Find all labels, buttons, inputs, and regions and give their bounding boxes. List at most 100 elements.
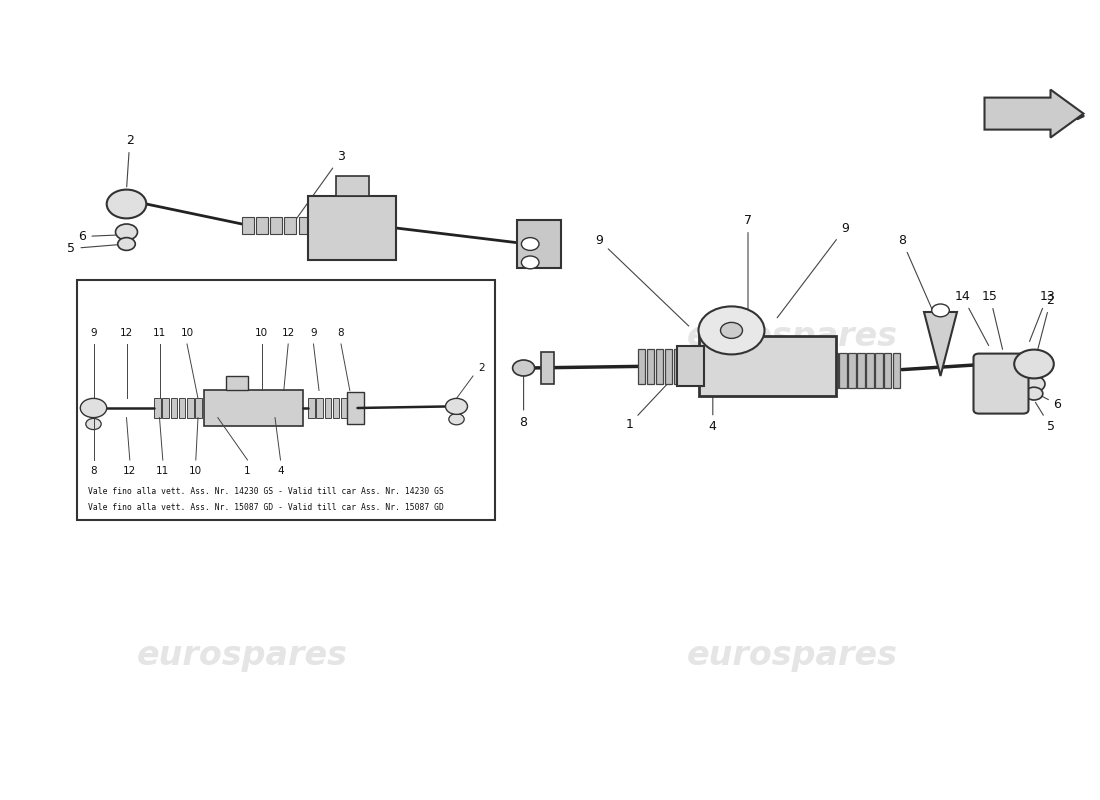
Circle shape bbox=[86, 418, 101, 430]
Text: 14: 14 bbox=[955, 290, 989, 346]
Circle shape bbox=[720, 322, 742, 338]
Bar bbox=[308, 196, 396, 260]
Bar bbox=[839, 353, 847, 388]
Text: 4: 4 bbox=[708, 390, 717, 434]
Bar bbox=[327, 217, 339, 234]
Text: 8: 8 bbox=[90, 466, 97, 477]
Text: eurospares: eurospares bbox=[136, 639, 348, 673]
Bar bbox=[196, 398, 202, 418]
Circle shape bbox=[80, 398, 107, 418]
Text: 10: 10 bbox=[255, 328, 268, 338]
Text: 10: 10 bbox=[180, 328, 194, 338]
Bar bbox=[692, 349, 698, 384]
Text: 6: 6 bbox=[1036, 394, 1062, 411]
Bar bbox=[187, 398, 194, 418]
Circle shape bbox=[107, 190, 146, 218]
Bar bbox=[346, 392, 364, 424]
Text: 2: 2 bbox=[478, 363, 485, 373]
Bar bbox=[830, 353, 838, 388]
Circle shape bbox=[1014, 350, 1054, 378]
Text: 8: 8 bbox=[338, 328, 344, 338]
Polygon shape bbox=[924, 312, 957, 376]
Circle shape bbox=[521, 238, 539, 250]
Circle shape bbox=[449, 414, 464, 425]
Text: eurospares: eurospares bbox=[136, 319, 348, 353]
Text: 3: 3 bbox=[293, 150, 345, 223]
FancyBboxPatch shape bbox=[974, 354, 1028, 414]
Bar bbox=[242, 217, 254, 234]
Text: 1: 1 bbox=[244, 466, 251, 477]
Text: eurospares: eurospares bbox=[686, 319, 898, 353]
Bar bbox=[204, 390, 302, 426]
Bar bbox=[857, 353, 865, 388]
Text: 2: 2 bbox=[1035, 294, 1055, 362]
Text: 9: 9 bbox=[595, 234, 689, 326]
Text: Vale fino alla vett. Ass. Nr. 14230 GS - Valid till car Ass. Nr. 14230 GS: Vale fino alla vett. Ass. Nr. 14230 GS -… bbox=[88, 487, 444, 497]
Bar bbox=[893, 353, 901, 388]
Bar bbox=[256, 217, 268, 234]
Text: 9: 9 bbox=[90, 328, 97, 338]
Bar bbox=[312, 217, 324, 234]
Bar bbox=[336, 176, 368, 196]
Text: 12: 12 bbox=[123, 466, 136, 477]
Text: 5: 5 bbox=[1035, 402, 1055, 434]
Text: 15: 15 bbox=[982, 290, 1002, 350]
Circle shape bbox=[118, 238, 135, 250]
Bar bbox=[77, 280, 495, 520]
Text: 13: 13 bbox=[1030, 290, 1055, 342]
Bar bbox=[308, 398, 315, 418]
Bar bbox=[683, 349, 690, 384]
Text: 11: 11 bbox=[153, 328, 166, 338]
Text: 2: 2 bbox=[125, 134, 134, 187]
Circle shape bbox=[116, 224, 138, 240]
Circle shape bbox=[932, 304, 949, 317]
Text: 10: 10 bbox=[189, 466, 202, 477]
Text: 12: 12 bbox=[120, 328, 133, 338]
Text: Vale fino alla vett. Ass. Nr. 15087 GD - Valid till car Ass. Nr. 15087 GD: Vale fino alla vett. Ass. Nr. 15087 GD -… bbox=[88, 503, 444, 513]
Text: 8: 8 bbox=[519, 370, 528, 429]
Bar bbox=[541, 352, 554, 384]
Bar bbox=[341, 398, 348, 418]
Bar bbox=[163, 398, 169, 418]
Text: 5: 5 bbox=[67, 242, 123, 255]
Bar bbox=[170, 398, 177, 418]
Text: 12: 12 bbox=[282, 328, 295, 338]
Circle shape bbox=[446, 398, 468, 414]
Bar bbox=[664, 349, 672, 384]
Bar bbox=[517, 220, 561, 268]
Text: 11: 11 bbox=[156, 466, 169, 477]
Bar bbox=[226, 376, 248, 390]
Bar bbox=[154, 398, 161, 418]
Circle shape bbox=[521, 256, 539, 269]
Bar bbox=[647, 349, 654, 384]
Bar bbox=[698, 336, 836, 396]
Circle shape bbox=[698, 306, 764, 354]
Text: 1: 1 bbox=[625, 382, 669, 431]
Bar bbox=[350, 398, 356, 418]
Circle shape bbox=[1023, 376, 1045, 392]
Bar bbox=[178, 398, 185, 418]
Bar bbox=[638, 349, 646, 384]
Text: 6: 6 bbox=[78, 230, 129, 243]
Bar bbox=[333, 398, 340, 418]
Bar bbox=[884, 353, 891, 388]
Bar bbox=[673, 349, 681, 384]
Polygon shape bbox=[984, 90, 1084, 138]
Bar bbox=[317, 398, 323, 418]
Bar bbox=[271, 217, 283, 234]
Bar bbox=[298, 217, 310, 234]
Bar bbox=[285, 217, 297, 234]
Bar bbox=[324, 398, 331, 418]
Bar bbox=[848, 353, 856, 388]
Bar bbox=[867, 353, 873, 388]
Circle shape bbox=[1025, 387, 1043, 400]
Text: 9: 9 bbox=[778, 222, 849, 318]
Bar bbox=[876, 353, 882, 388]
Text: 9: 9 bbox=[310, 328, 317, 338]
Bar bbox=[676, 346, 704, 386]
Text: 7: 7 bbox=[744, 214, 752, 314]
Circle shape bbox=[513, 360, 535, 376]
Bar bbox=[701, 349, 708, 384]
Text: 8: 8 bbox=[898, 234, 934, 314]
Text: 4: 4 bbox=[277, 466, 284, 477]
